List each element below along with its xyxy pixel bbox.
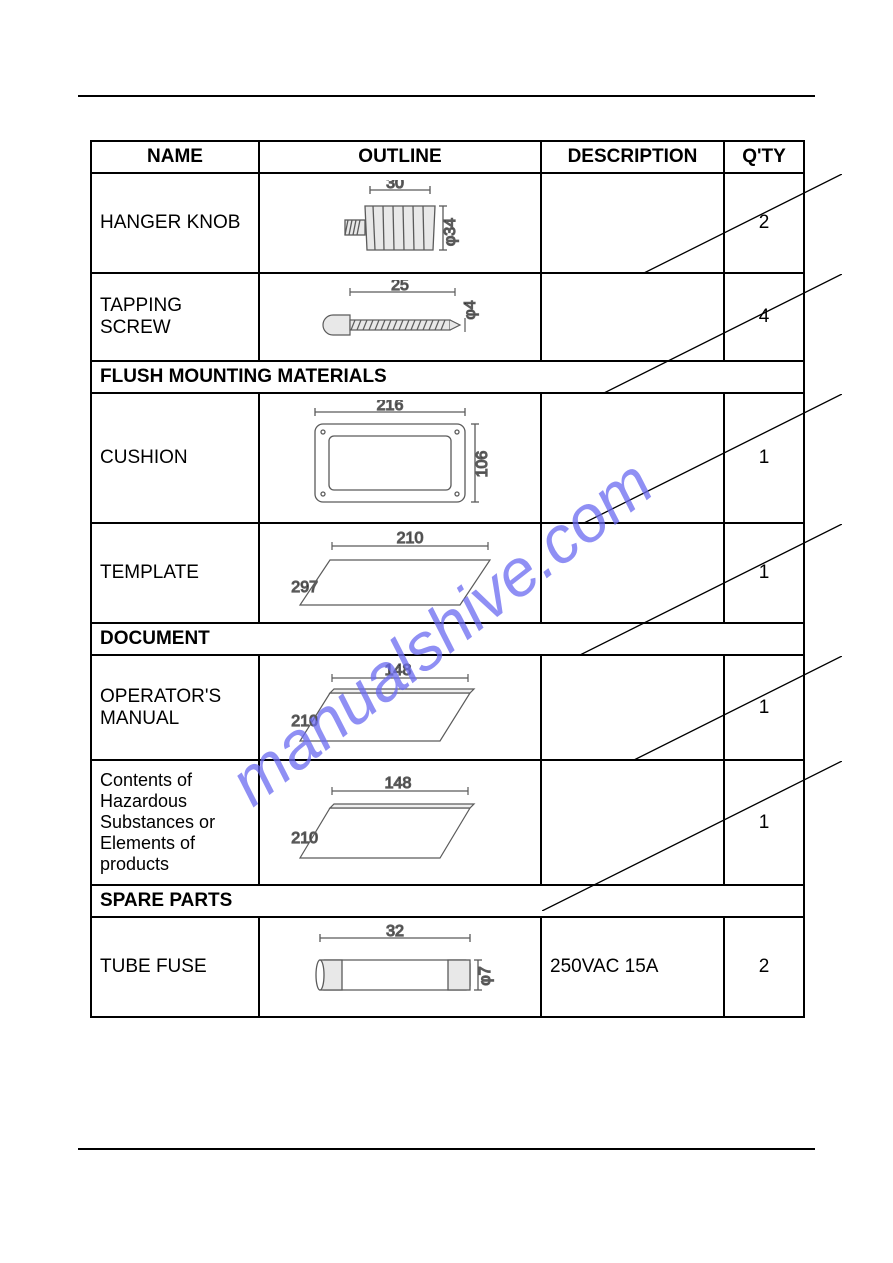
qty-cell: 1 [724, 393, 804, 523]
template-illustration: 210 297 [270, 530, 530, 616]
section-row: DOCUMENT [91, 623, 804, 655]
bottom-rule [78, 1148, 815, 1150]
table-row: TAPPINGSCREW 25 [91, 273, 804, 361]
qty-cell: 2 [724, 173, 804, 273]
name-cell: Contents ofHazardousSubstances orElement… [91, 760, 259, 885]
name-cell: OPERATOR'SMANUAL [91, 655, 259, 760]
svg-text:106: 106 [474, 451, 491, 478]
description-cell [541, 393, 724, 523]
header-name: NAME [91, 141, 259, 173]
page: manualshive.com NAME OUTLINE DESCRIPTION… [0, 0, 893, 1263]
svg-text:φ4: φ4 [462, 300, 479, 319]
svg-text:148: 148 [385, 663, 412, 679]
description-cell: 250VAC 15A [541, 917, 724, 1017]
table-row: OPERATOR'SMANUAL 148 210 1 [91, 655, 804, 760]
hanger-knob-illustration: 30 φ34 [315, 180, 485, 266]
tapping-screw-illustration: 25 [295, 280, 505, 354]
svg-text:148: 148 [385, 775, 412, 792]
header-outline: OUTLINE [259, 141, 541, 173]
section-document: DOCUMENT [91, 623, 804, 655]
outline-cell: 148 210 [259, 760, 541, 885]
section-spare: SPARE PARTS [91, 885, 804, 917]
parts-table: NAME OUTLINE DESCRIPTION Q'TY HANGER KNO… [90, 140, 805, 1018]
outline-cell: 216 106 [259, 393, 541, 523]
outline-cell: 148 210 [259, 655, 541, 760]
section-row: FLUSH MOUNTING MATERIALS [91, 361, 804, 393]
qty-cell: 1 [724, 523, 804, 623]
table-row: Contents ofHazardousSubstances orElement… [91, 760, 804, 885]
svg-text:210: 210 [291, 713, 318, 730]
table-row: TUBE FUSE 32 φ7 [91, 917, 804, 1017]
description-cell [541, 523, 724, 623]
description-cell [541, 760, 724, 885]
svg-text:25: 25 [391, 280, 409, 294]
qty-cell: 1 [724, 655, 804, 760]
outline-cell: 30 φ34 [259, 173, 541, 273]
description-cell [541, 173, 724, 273]
tube-fuse-illustration: 32 φ7 [280, 924, 520, 1010]
qty-cell: 2 [724, 917, 804, 1017]
operators-manual-illustration: 148 210 [270, 663, 530, 753]
svg-text:210: 210 [291, 830, 318, 847]
svg-text:216: 216 [377, 400, 404, 414]
description-cell [541, 273, 724, 361]
table-row: HANGER KNOB 30 [91, 173, 804, 273]
svg-text:210: 210 [397, 530, 424, 547]
name-cell: TAPPINGSCREW [91, 273, 259, 361]
qty-cell: 1 [724, 760, 804, 885]
svg-text:φ7: φ7 [477, 966, 494, 985]
name-cell: HANGER KNOB [91, 173, 259, 273]
table-row: CUSHION 216 106 [91, 393, 804, 523]
table-header-row: NAME OUTLINE DESCRIPTION Q'TY [91, 141, 804, 173]
section-row: SPARE PARTS [91, 885, 804, 917]
outline-cell: 210 297 [259, 523, 541, 623]
description-cell [541, 655, 724, 760]
name-cell: CUSHION [91, 393, 259, 523]
header-qty: Q'TY [724, 141, 804, 173]
name-cell: TUBE FUSE [91, 917, 259, 1017]
header-description: DESCRIPTION [541, 141, 724, 173]
name-cell: TEMPLATE [91, 523, 259, 623]
qty-cell: 4 [724, 273, 804, 361]
cushion-illustration: 216 106 [285, 400, 515, 516]
section-flush: FLUSH MOUNTING MATERIALS [91, 361, 804, 393]
outline-cell: 32 φ7 [259, 917, 541, 1017]
table-row: TEMPLATE 210 297 1 [91, 523, 804, 623]
top-rule [78, 95, 815, 97]
description-text: 250VAC 15A [550, 956, 658, 977]
svg-text:32: 32 [386, 924, 404, 940]
hazardous-doc-illustration: 148 210 [270, 773, 530, 873]
outline-cell: 25 [259, 273, 541, 361]
svg-text:30: 30 [386, 180, 404, 192]
svg-text:297: 297 [291, 579, 318, 596]
svg-text:φ34: φ34 [442, 218, 459, 246]
